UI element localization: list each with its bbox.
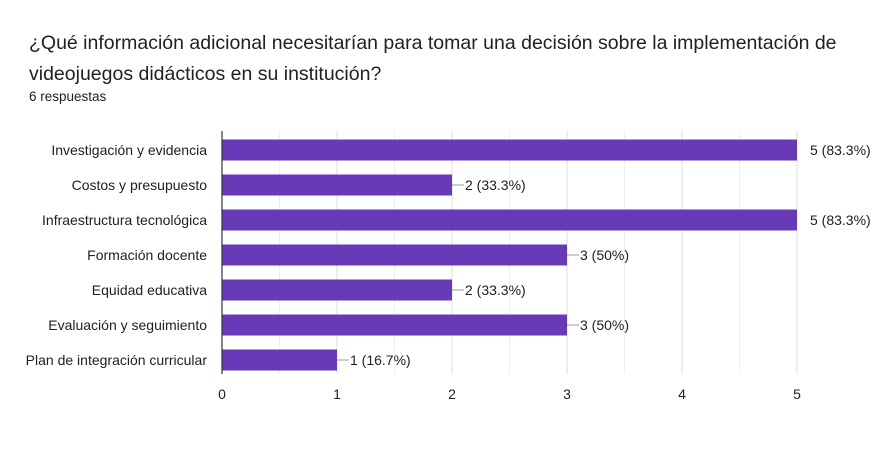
- bar: [222, 244, 567, 266]
- data-label: 2 (33.3%): [465, 177, 526, 193]
- category-label: Plan de integración curricular: [26, 352, 208, 368]
- data-label: 1 (16.7%): [350, 352, 411, 368]
- data-label: 5 (83.3%): [810, 142, 871, 158]
- category-label: Equidad educativa: [92, 282, 207, 298]
- category-label: Investigación y evidencia: [51, 142, 207, 158]
- question-title: ¿Qué información adicional necesitarían …: [29, 32, 837, 85]
- data-label: 2 (33.3%): [465, 282, 526, 298]
- x-tick-label: 3: [563, 386, 571, 402]
- category-label: Infraestructura tecnológica: [42, 212, 207, 228]
- bar: [222, 139, 797, 161]
- category-label: Costos y presupuesto: [72, 177, 208, 193]
- bar: [222, 349, 337, 371]
- bar: [222, 279, 452, 301]
- x-tick-label: 5: [793, 386, 801, 402]
- x-tick-label: 2: [448, 386, 456, 402]
- response-count: 6 respuestas: [29, 89, 107, 104]
- category-label: Evaluación y seguimiento: [48, 317, 207, 333]
- bar: [222, 314, 567, 336]
- category-label: Formación docente: [87, 247, 207, 263]
- data-label: 5 (83.3%): [810, 212, 871, 228]
- data-label: 3 (50%): [580, 247, 629, 263]
- data-label: 3 (50%): [580, 317, 629, 333]
- bar: [222, 174, 452, 196]
- x-tick-label: 4: [678, 386, 686, 402]
- x-tick-label: 1: [333, 386, 341, 402]
- bar: [222, 209, 797, 231]
- x-tick-label: 0: [218, 386, 226, 402]
